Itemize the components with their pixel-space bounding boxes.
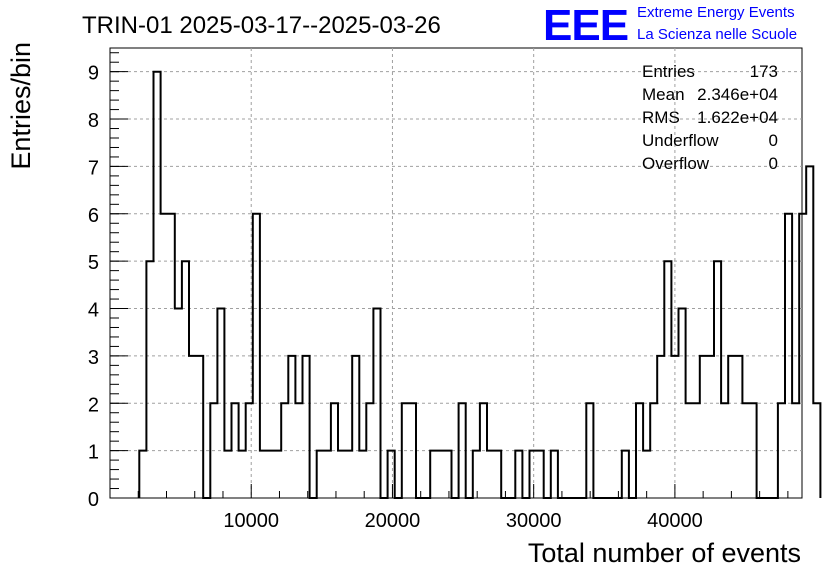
stat-label: Overflow — [642, 154, 710, 173]
y-tick-label: 4 — [88, 300, 99, 322]
chart-title: TRIN-01 2025-03-17--2025-03-26 — [82, 12, 441, 39]
x-tick-label: 20000 — [365, 510, 421, 532]
y-tick-label: 6 — [88, 205, 99, 227]
y-tick-label: 2 — [88, 394, 99, 416]
stat-value: 173 — [750, 62, 778, 81]
stat-value: 2.346e+04 — [697, 85, 778, 104]
logo-line-2: La Scienza nelle Scuole — [637, 26, 797, 43]
logo-line-1: Extreme Energy Events — [637, 4, 795, 21]
y-tick-label: 0 — [88, 489, 99, 511]
histogram-line — [138, 70, 822, 499]
y-tick-label: 7 — [88, 157, 99, 179]
stat-value: 0 — [769, 131, 778, 150]
y-tick-label: 1 — [88, 442, 99, 464]
stat-label: Mean — [642, 85, 685, 104]
axis-ticks — [110, 52, 789, 499]
stat-label: Underflow — [642, 131, 719, 150]
stats-box: Entries 173 Mean 2.346e+04 RMS 1.622e+04 Under… — [642, 62, 778, 173]
x-tick-label: 10000 — [223, 510, 279, 532]
eee-logo: EEE Extreme Energy Events La Scienza nel… — [543, 1, 797, 50]
logo-mark: EEE — [543, 1, 628, 50]
y-tick-label: 9 — [88, 63, 99, 85]
stat-value: 0 — [769, 154, 778, 173]
y-tick-labels: 0 1 2 3 4 5 6 7 8 9 — [88, 63, 99, 511]
x-tick-labels: 10000 20000 30000 40000 — [223, 510, 702, 532]
stat-label: Entries — [642, 62, 695, 81]
y-tick-label: 3 — [88, 347, 99, 369]
x-tick-label: 30000 — [506, 510, 562, 532]
y-tick-label: 5 — [88, 252, 99, 274]
y-tick-label: 8 — [88, 110, 99, 132]
x-tick-label: 40000 — [647, 510, 703, 532]
x-axis-title: Total number of events — [528, 538, 801, 568]
stat-label: RMS — [642, 108, 680, 127]
stat-value: 1.622e+04 — [697, 108, 778, 127]
y-axis-title: Entries/bin — [6, 42, 36, 170]
